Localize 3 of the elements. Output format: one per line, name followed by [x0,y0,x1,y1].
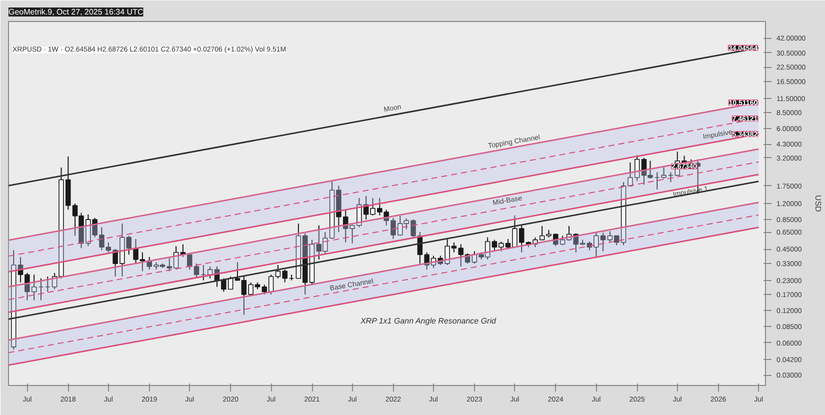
chart-title: GeoMetrik.9, Oct 27, 2025 16:34 UTC [8,8,144,16]
y-axis-title: USD [814,195,823,212]
annotation: XRP 1x1 Gann Angle Resonance Grid [359,316,496,326]
